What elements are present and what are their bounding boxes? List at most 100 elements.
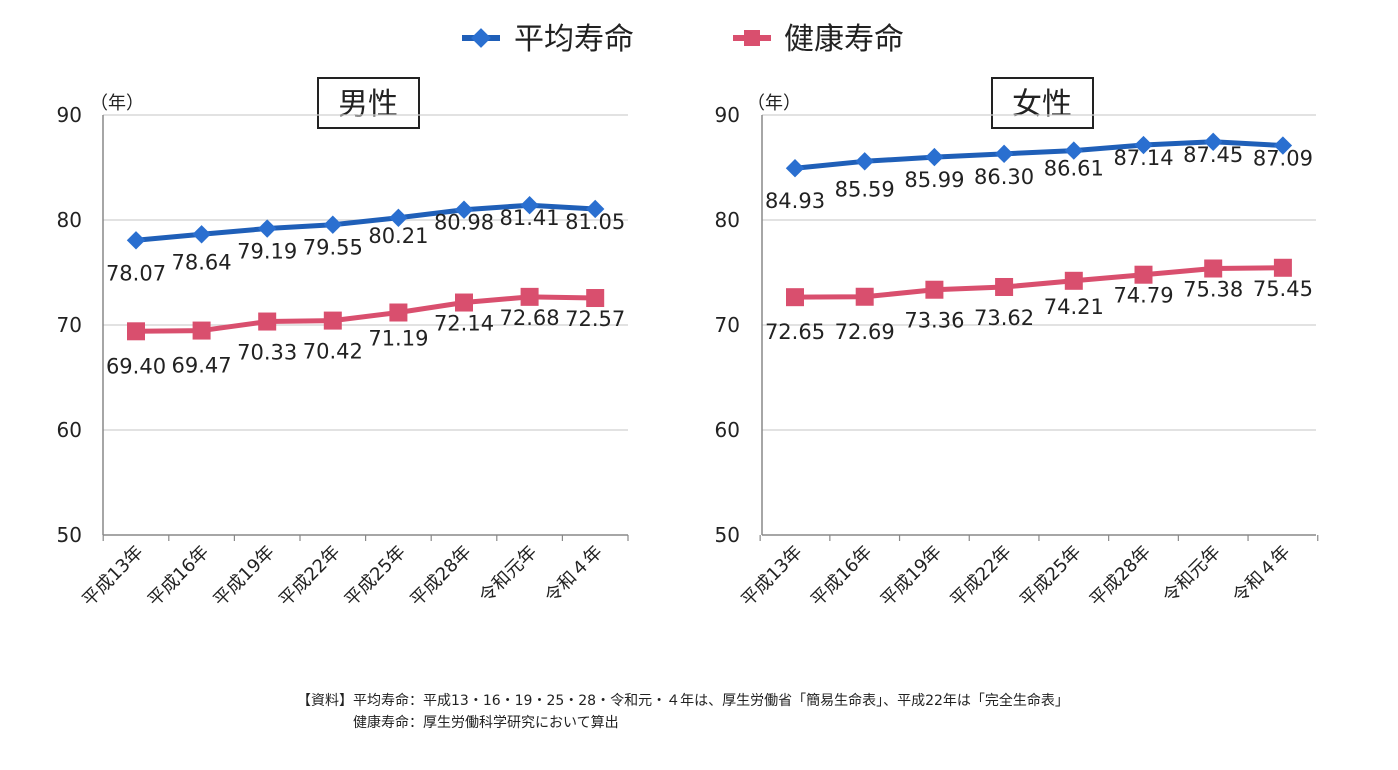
female-healthy-point: [855, 287, 874, 306]
male-healthy-data-label: 69.40: [106, 354, 166, 378]
male-x-tick-label: 令和元年: [475, 542, 541, 608]
female-x-tick-label: 平成13年: [737, 542, 806, 611]
male-y-tick-50: 50: [57, 523, 82, 547]
male-avg-data-label: 81.05: [565, 210, 625, 234]
male-avg-data-label: 78.64: [172, 250, 232, 274]
male-chart-title: 男性: [338, 87, 398, 122]
female-y-tick-80: 80: [715, 208, 740, 232]
female-avg-data-label: 85.99: [904, 168, 964, 192]
male-y-tick-90: 90: [57, 103, 82, 127]
legend-healthy-marker: [744, 30, 760, 46]
female-healthy-data-label: 72.65: [765, 320, 825, 344]
male-avg-point: [258, 219, 277, 238]
male-x-tick-label: 平成28年: [406, 542, 475, 611]
male-healthy-point: [258, 312, 277, 331]
female-series-line-avg: [794, 139, 1284, 171]
female-x-tick-label: 平成25年: [1016, 542, 1085, 611]
female-plot: 50 60 70 80 90 平成13年 平成16年 平成19年 平成22年 平成25年 平成28年…: [715, 103, 1319, 611]
male-healthy-point: [192, 321, 211, 340]
female-x-tick-label: 平成16年: [807, 542, 876, 611]
female-avg-data-label: 84.93: [765, 189, 825, 213]
female-avg-point: [1273, 136, 1293, 155]
male-healthy-data-label: 72.68: [500, 306, 560, 330]
female-avg-point: [1134, 135, 1153, 155]
female-series-line-healthy: [794, 265, 1283, 300]
female-avg-data-label: 87.09: [1253, 147, 1313, 171]
male-title-box: [317, 77, 420, 129]
male-avg-data-label: 80.21: [368, 224, 428, 248]
male-healthy-data-label: 70.42: [303, 340, 363, 364]
female-avg-point: [855, 152, 874, 171]
male-healthy-data-label: 70.33: [237, 341, 297, 365]
female-avg-point: [785, 159, 805, 178]
female-healthy-data-label: 72.69: [835, 320, 895, 344]
male-x-tick-label: 平成22年: [275, 542, 344, 611]
male-healthy-point: [455, 293, 473, 312]
male-avg-data-label: 79.19: [237, 240, 297, 264]
male-x-tick-label: 平成13年: [78, 542, 147, 611]
male-avg-data-label: 78.07: [106, 261, 166, 285]
legend-avg-marker: [471, 28, 491, 48]
female-healthy-data-label: 73.62: [974, 306, 1034, 330]
male-healthy-point: [586, 289, 605, 308]
male-avg-point: [389, 208, 408, 227]
source-note-line1: 【資料】平均寿命：平成13・16・19・25・28・令和元・４年は、厚生労働省「…: [297, 693, 1069, 709]
female-unit-label: （年）: [747, 93, 801, 114]
female-y-tick-60: 60: [715, 418, 740, 442]
male-healthy-data-label: 71.19: [368, 327, 428, 351]
male-avg-point: [192, 225, 211, 244]
female-healthy-data-label: 74.79: [1113, 284, 1173, 308]
legend-healthy-label: 健康寿命: [784, 22, 904, 57]
female-healthy-point: [1064, 271, 1083, 290]
female-healthy-point: [925, 280, 944, 299]
male-avg-data-label: 80.98: [434, 211, 494, 235]
male-series-line-avg: [135, 202, 596, 243]
female-avg-data-label: 87.14: [1113, 146, 1173, 170]
legend-avg-label: 平均寿命: [514, 22, 634, 57]
male-avg-point: [520, 196, 539, 215]
female-avg-data-label: 87.45: [1183, 143, 1243, 167]
female-healthy-data-label: 73.36: [904, 309, 964, 333]
female-healthy-point: [1204, 259, 1223, 278]
female-x-tick-label: 平成22年: [946, 542, 1015, 611]
female-avg-point: [925, 147, 944, 167]
female-healthy-point: [1273, 258, 1292, 277]
male-healthy-data-label: 72.57: [565, 307, 625, 331]
male-unit-label: （年）: [90, 93, 144, 114]
male-y-tick-80: 80: [57, 208, 82, 232]
female-y-tick-70: 70: [715, 313, 740, 337]
source-note-line2: 健康寿命：厚生労働科学研究において算出: [297, 715, 619, 731]
male-healthy-data-label: 69.47: [172, 354, 232, 378]
male-avg-point: [586, 199, 605, 219]
male-x-tick-label: 平成16年: [144, 542, 213, 611]
male-y-tick-70: 70: [57, 313, 82, 337]
female-avg-point: [994, 144, 1014, 164]
male-series-line-healthy: [135, 294, 596, 334]
female-avg-data-label: 85.59: [835, 177, 895, 201]
male-x-tick-label: 平成25年: [341, 542, 410, 611]
female-x-tick-label: 平成19年: [877, 542, 946, 611]
male-x-tick-label: 令和４年: [541, 542, 607, 608]
male-avg-point: [126, 231, 146, 250]
male-y-tick-60: 60: [57, 418, 82, 442]
female-x-tick-label: 平成28年: [1086, 542, 1155, 611]
female-healthy-point: [995, 277, 1014, 296]
female-y-tick-50: 50: [715, 523, 740, 547]
female-avg-point: [1204, 132, 1223, 151]
female-healthy-point: [1134, 265, 1153, 284]
legend: 平均寿命 健康寿命: [462, 22, 904, 57]
female-title-box: [991, 77, 1094, 129]
male-plot: 50 60 70 80 90 平成13年平成16年平成19年平成22年平成25年平成28年…: [57, 103, 629, 611]
female-healthy-data-label: 75.38: [1183, 278, 1243, 302]
male-healthy-point: [389, 303, 408, 322]
female-x-tick-label: 令和元年: [1159, 542, 1225, 608]
male-avg-data-label: 79.55: [303, 236, 363, 260]
male-healthy-point: [520, 287, 539, 306]
female-x-tick-label: 令和４年: [1229, 542, 1295, 608]
female-healthy-data-label: 74.21: [1044, 295, 1104, 319]
female-avg-point: [1064, 141, 1083, 160]
female-y-tick-90: 90: [715, 103, 740, 127]
female-avg-data-label: 86.61: [1044, 157, 1104, 181]
male-avg-point: [323, 215, 342, 234]
